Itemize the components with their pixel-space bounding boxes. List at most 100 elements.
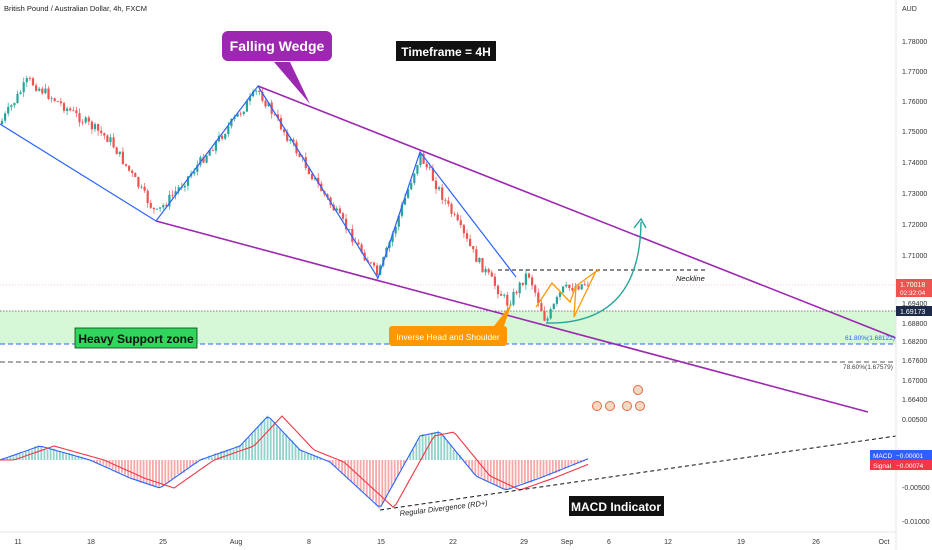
candle-body — [456, 214, 459, 221]
macd-bar — [446, 440, 449, 460]
candle-body — [90, 121, 93, 130]
candle-body — [580, 284, 583, 290]
candle-body — [183, 185, 186, 188]
macd-bar — [344, 460, 346, 476]
candle-body — [413, 173, 416, 184]
macd-bar — [300, 450, 303, 460]
macd-bar — [139, 460, 142, 483]
macd-bar — [570, 460, 573, 465]
macd-bar — [12, 456, 15, 460]
candle-body — [87, 117, 90, 122]
time-tick-label[interactable]: 12 — [664, 539, 672, 546]
candle-body — [69, 108, 72, 111]
time-tick-label[interactable]: Oct — [879, 539, 890, 546]
signal-legend-name: Signal — [873, 463, 892, 470]
macd-bar — [468, 460, 470, 468]
time-tick-label[interactable]: 25 — [159, 539, 167, 546]
last-price-value: 1.70018 — [900, 282, 925, 289]
candle-body — [394, 226, 397, 234]
macd-bar — [514, 460, 517, 487]
time-tick-label[interactable]: 19 — [737, 539, 745, 546]
candle-body — [208, 150, 211, 156]
falling-wedge-label: Falling Wedge — [230, 38, 325, 54]
candle-body — [186, 176, 190, 186]
macd-bar — [396, 460, 399, 476]
macd-bar — [319, 457, 322, 460]
price-tick-label: 1.68800 — [902, 321, 927, 328]
time-tick-label[interactable]: 6 — [607, 539, 611, 546]
candle-body — [348, 228, 351, 230]
macd-bar — [493, 460, 495, 485]
macd-bar — [527, 460, 529, 482]
price-tick-label: 1.78000 — [902, 39, 927, 46]
macd-bar — [127, 460, 129, 478]
candle-body — [25, 78, 28, 83]
candle-body — [400, 204, 403, 216]
candle-body — [422, 153, 425, 164]
macd-bar — [210, 456, 213, 460]
candle-body — [462, 225, 465, 234]
macd-bar — [96, 460, 98, 464]
candle-body — [341, 213, 345, 219]
candle-body — [121, 151, 124, 165]
macd-bar — [517, 460, 520, 485]
macd-bar — [356, 460, 359, 487]
candle-body — [143, 186, 146, 191]
candle-body — [128, 165, 131, 171]
candle-body — [28, 78, 31, 79]
time-tick-label[interactable]: 15 — [377, 539, 385, 546]
macd-bar — [133, 460, 136, 479]
macd-bar — [421, 434, 424, 460]
countdown-value: 02:32:04 — [900, 290, 926, 297]
candle-body — [214, 141, 217, 151]
macd-bar — [164, 460, 167, 484]
macd-bar — [195, 460, 198, 464]
macd-bar — [440, 434, 443, 460]
time-tick-label[interactable]: Sep — [561, 539, 574, 546]
macd-bar — [362, 460, 365, 493]
candle-body — [124, 164, 128, 166]
candle-body — [165, 205, 168, 207]
candle-body — [53, 98, 56, 102]
macd-bar — [272, 422, 275, 460]
time-tick-label[interactable]: 18 — [87, 539, 95, 546]
time-tick-label[interactable]: Aug — [230, 539, 243, 546]
candle-body — [248, 96, 252, 102]
candle-body — [345, 218, 348, 230]
time-axis-ticks[interactable]: 11 18 25 Aug 8 15 22 29 Sep 6 12 19 26 Oct — [14, 539, 889, 546]
time-tick-label[interactable]: 29 — [520, 539, 528, 546]
time-tick-label[interactable]: 22 — [449, 539, 457, 546]
macd-bar — [555, 460, 557, 474]
macd-bar — [400, 460, 402, 470]
candle-body — [431, 168, 434, 181]
macd-indicator-box — [569, 496, 664, 516]
candle-body — [568, 284, 571, 289]
time-tick-label[interactable]: 11 — [14, 539, 21, 546]
macd-bar — [167, 460, 170, 482]
price-tick-label: 1.73000 — [902, 191, 927, 198]
macd-bar — [192, 460, 195, 466]
candle-body — [555, 296, 558, 304]
macd-bar — [471, 460, 474, 472]
macd-bar — [52, 448, 55, 460]
macd-bar — [297, 448, 300, 460]
macd-bar — [176, 460, 179, 475]
candle-body — [171, 194, 174, 196]
time-tick-label[interactable]: 8 — [307, 539, 311, 546]
macd-bar — [179, 460, 182, 473]
candle-body — [540, 303, 543, 312]
macd-bar — [452, 449, 455, 460]
macd-bar — [294, 444, 297, 460]
candle-body — [416, 165, 419, 174]
macd-bar — [111, 460, 114, 470]
candle-body — [441, 187, 444, 200]
wedge-upper-line — [257, 85, 897, 339]
macd-bar — [170, 460, 173, 480]
macd-bar — [409, 453, 412, 460]
candle-body — [465, 233, 469, 239]
neckline-label: Neckline — [676, 274, 705, 283]
macd-tick-label: -0.01000 — [902, 519, 930, 526]
macd-bar — [545, 460, 548, 475]
candle-body — [41, 88, 44, 94]
time-tick-label[interactable]: 26 — [812, 539, 820, 546]
